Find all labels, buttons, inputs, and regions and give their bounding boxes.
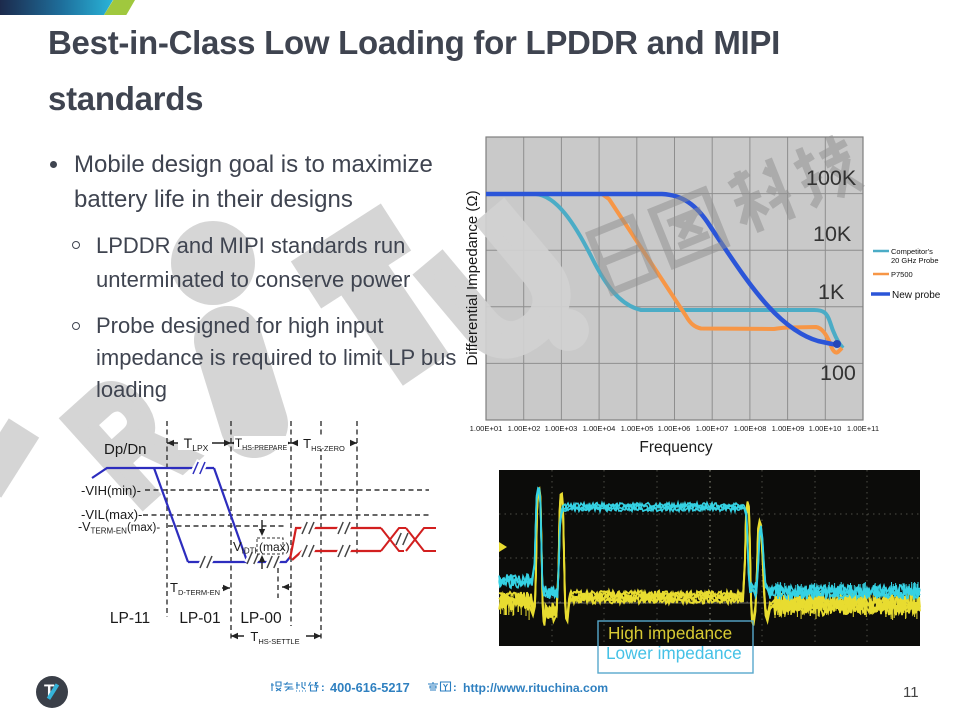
svg-text:Frequency: Frequency [639, 439, 712, 456]
svg-text:1.00E+03: 1.00E+03 [545, 424, 578, 433]
svg-text:1.00E+02: 1.00E+02 [508, 424, 541, 433]
svg-text:Dp/Dn: Dp/Dn [104, 441, 147, 458]
svg-text:(max): (max) [259, 540, 290, 554]
svg-text:Competitor's: Competitor's [891, 247, 933, 256]
svg-text:P7500: P7500 [891, 270, 913, 279]
svg-text:-VIH(min)-: -VIH(min)- [81, 483, 141, 498]
svg-text:New probe: New probe [892, 290, 941, 301]
svg-text:1.00E+07: 1.00E+07 [696, 424, 729, 433]
svg-text:1.00E+10: 1.00E+10 [809, 424, 842, 433]
svg-text:LP-00: LP-00 [240, 610, 282, 627]
svg-text:1.00E+01: 1.00E+01 [470, 424, 503, 433]
svg-text:1.00E+06: 1.00E+06 [658, 424, 691, 433]
svg-text:1.00E+04: 1.00E+04 [583, 424, 616, 433]
svg-text::: : [321, 682, 325, 694]
svg-text:TD-TERM-EN: TD-TERM-EN [170, 580, 220, 597]
svg-text:LP-11: LP-11 [110, 610, 150, 627]
svg-text:-VIL(max)-: -VIL(max)- [81, 507, 142, 522]
svg-text:1.00E+05: 1.00E+05 [621, 424, 654, 433]
svg-text:1.00E+08: 1.00E+08 [734, 424, 767, 433]
svg-text:Lower impedance: Lower impedance [606, 643, 742, 663]
svg-text:20 GHz Probe: 20 GHz Probe [891, 256, 939, 265]
svg-text:Differential Impedance (Ω): Differential Impedance (Ω) [464, 190, 481, 365]
svg-text:High impedance: High impedance [608, 623, 732, 643]
svg-text::: : [453, 682, 457, 694]
svg-text:1.00E+09: 1.00E+09 [772, 424, 805, 433]
svg-text:-VTERM-EN(max)-: -VTERM-EN(max)- [78, 520, 160, 536]
svg-text:1.00E+11: 1.00E+11 [847, 424, 879, 433]
svg-text:VIDTH: VIDTH [233, 539, 261, 556]
svg-text:LP-01: LP-01 [179, 610, 220, 627]
